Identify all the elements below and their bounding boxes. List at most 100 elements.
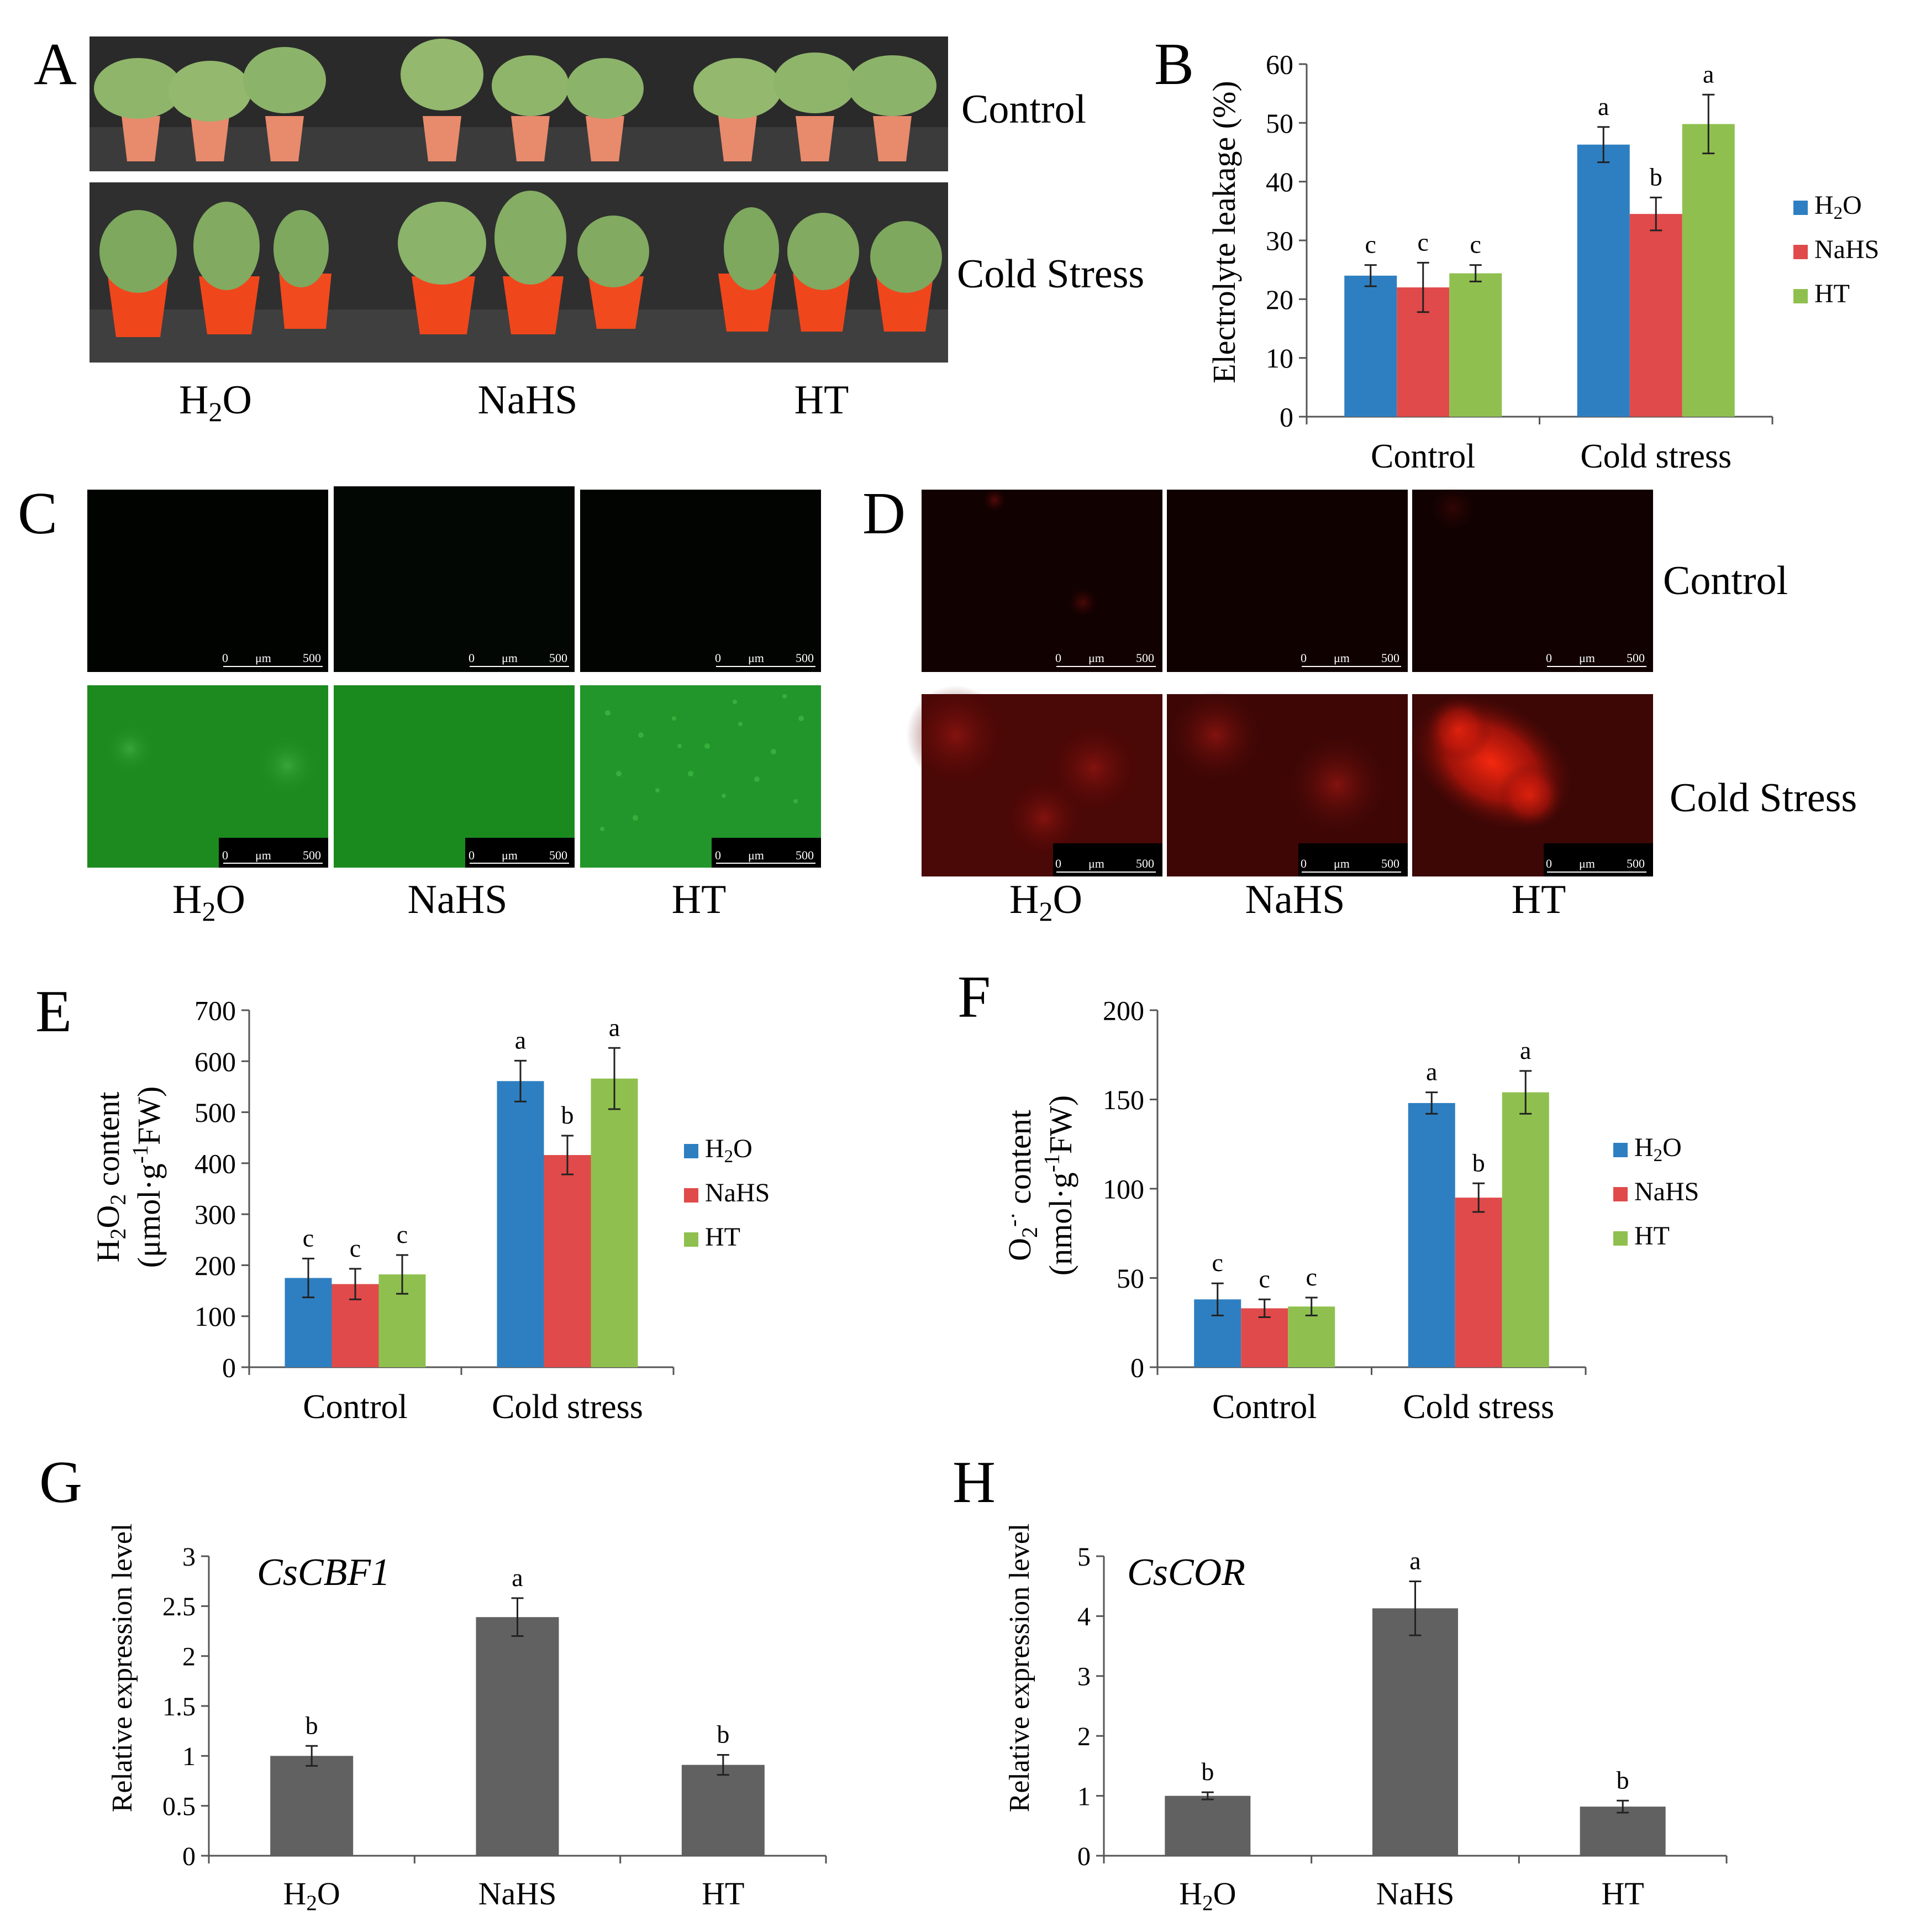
significance-letter: a <box>1520 1036 1531 1064</box>
legend-swatch <box>1793 289 1808 303</box>
bar <box>1165 1796 1251 1856</box>
legend-swatch <box>1613 1231 1628 1246</box>
y-tick-label: 0 <box>182 1842 196 1871</box>
scale-bar: 0 μm 500 <box>1301 857 1401 873</box>
panel-f: F O2-· content (nmol·g-1FW) 0 50 100 150 200… <box>957 964 1699 1426</box>
plant-pots-control <box>94 39 936 161</box>
y-tick-label: 1 <box>182 1742 196 1771</box>
row-label-cold-stress: Cold Stress <box>957 251 1144 297</box>
significance-letter: c <box>1259 1264 1270 1293</box>
micrograph-d-control-nahs <box>1167 490 1408 672</box>
y-tick-label: 10 <box>1266 343 1293 374</box>
scale-zero: 0 <box>222 651 228 665</box>
chart-f: 0 50 100 150 200 Control c c c Cold stress a b a H2O N… <box>1103 995 1699 1426</box>
legend-label: H2O <box>1634 1133 1682 1166</box>
scale-max: 500 <box>303 848 321 862</box>
significance-letter: c <box>1365 230 1376 259</box>
bar <box>270 1756 354 1856</box>
legend-swatch <box>1613 1187 1628 1201</box>
plant-photo-control <box>90 36 948 171</box>
significance-letter: c <box>397 1220 408 1248</box>
significance-letter: a <box>1426 1058 1437 1086</box>
bar <box>1455 1198 1502 1367</box>
bar <box>1408 1102 1455 1367</box>
y-tick-label: 700 <box>194 995 236 1026</box>
scale-zero: 0 <box>1055 651 1061 665</box>
panel-letter-f: F <box>957 964 991 1030</box>
y-tick-label: 3 <box>182 1542 196 1572</box>
micrograph-c-control-h2o <box>87 490 328 672</box>
scale-zero: 0 <box>1546 651 1552 665</box>
legend-swatch <box>1613 1143 1628 1157</box>
panel-c: C 0 μm 500 0 μm <box>18 481 821 927</box>
x-category-label: Control <box>1212 1388 1317 1426</box>
bar <box>591 1078 638 1367</box>
scale-zero: 0 <box>1301 651 1307 665</box>
scale-unit: μm <box>502 651 518 665</box>
bar <box>544 1155 591 1367</box>
x-category-label: H2O <box>1179 1876 1236 1915</box>
y-tick-label: 0 <box>1130 1352 1144 1383</box>
y-axis-label-line2: (nmol·g-1FW) <box>1039 1095 1078 1276</box>
scale-unit: μm <box>255 848 271 862</box>
scale-zero: 0 <box>715 848 721 862</box>
significance-letter: c <box>350 1234 361 1262</box>
legend-swatch <box>684 1188 698 1203</box>
y-tick-label: 600 <box>194 1046 236 1077</box>
y-tick-label: 20 <box>1266 284 1293 315</box>
bar <box>1241 1308 1288 1367</box>
legend-label: HT <box>705 1222 740 1252</box>
chart-title-cscor: CsCOR <box>1127 1551 1245 1594</box>
legend-label: HT <box>1634 1221 1670 1251</box>
panel-letter-e: E <box>35 979 72 1044</box>
x-category-label: Control <box>1371 438 1475 475</box>
legend-swatch <box>1793 245 1808 259</box>
bar <box>1288 1306 1335 1367</box>
chart-title-cscbf1: CsCBF1 <box>257 1551 390 1594</box>
scale-max: 500 <box>549 651 567 665</box>
panel-d: D 0 μm 500 0 μm <box>862 481 1857 927</box>
x-category-label: NaHS <box>478 1876 557 1912</box>
bar <box>497 1081 544 1367</box>
legend-swatch <box>684 1144 698 1158</box>
scale-max: 500 <box>796 651 814 665</box>
scale-bar: 0 μm 500 <box>222 848 323 864</box>
scale-bars-c: 0 μm 500 0 μm 500 0 μm 500 0 μ <box>219 651 821 868</box>
scale-max: 500 <box>1136 651 1154 665</box>
x-category-label: Control <box>303 1388 407 1426</box>
y-tick-label: 5 <box>1077 1542 1091 1572</box>
x-category-label: HT <box>702 1876 744 1912</box>
significance-letter: b <box>1650 162 1662 191</box>
significance-letter: b <box>1617 1766 1629 1794</box>
y-tick-label: 0 <box>1077 1842 1091 1871</box>
scale-zero: 0 <box>222 848 228 862</box>
treatment-label-ht: HT <box>794 377 849 423</box>
micrograph-c-control-nahs <box>334 486 575 672</box>
panel-letter-c: C <box>18 481 57 547</box>
chart-h: 0 1 2 3 4 5 H2O b NaHS a HT b <box>1077 1542 1728 1915</box>
significance-letter: b <box>561 1101 574 1129</box>
scale-bar: 0 μm 500 <box>469 848 569 864</box>
bar <box>1682 124 1735 417</box>
y-axis-label-text: Relative expression level <box>1004 1524 1035 1813</box>
y-tick-label: 40 <box>1266 166 1293 197</box>
x-category-label: NaHS <box>1376 1876 1455 1912</box>
legend-label: NaHS <box>1634 1177 1699 1206</box>
legend-label: H2O <box>705 1134 752 1167</box>
y-tick-label: 1.5 <box>162 1692 196 1721</box>
y-tick-label: 2.5 <box>162 1592 196 1621</box>
treatment-label-h2o: H2O <box>179 377 252 427</box>
scale-bar: 0 μm 500 <box>222 651 323 667</box>
y-tick-label: 4 <box>1077 1602 1091 1631</box>
y-axis-label-text: Relative expression level <box>107 1524 138 1813</box>
bar <box>1580 1807 1666 1856</box>
scale-max: 500 <box>1136 857 1154 870</box>
y-tick-label: 30 <box>1266 225 1293 256</box>
legend-swatch <box>684 1232 698 1247</box>
y-tick-label: 0 <box>1280 402 1293 433</box>
y-axis-label: Electrolyte leakage (%) <box>1206 81 1242 383</box>
row-label-cold-stress: Cold Stress <box>1670 775 1857 821</box>
scale-unit: μm <box>502 848 518 862</box>
treatment-label-nahs: NaHS <box>1245 877 1345 922</box>
chart-g: 0 0.5 1 1.5 2 2.5 3 H2O b NaHS a HT b <box>162 1542 827 1915</box>
